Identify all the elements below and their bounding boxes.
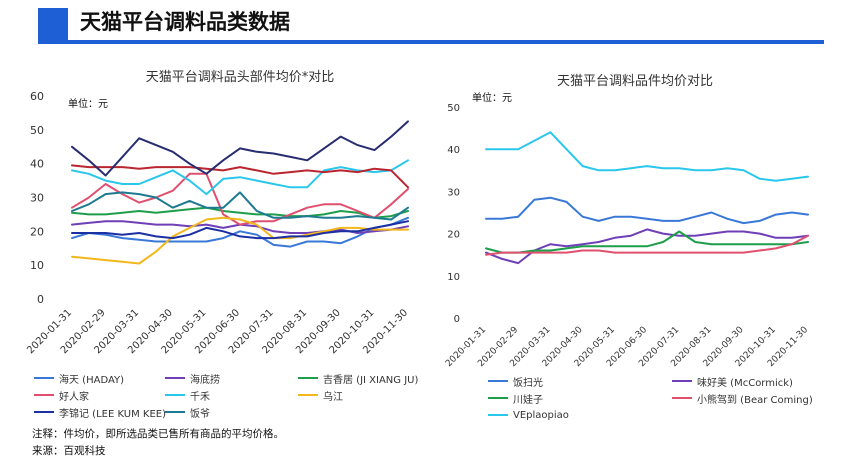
y-tick-label: 0: [454, 314, 460, 325]
y-tick-label: 10: [30, 259, 44, 272]
legend-item: 乌江: [298, 388, 343, 403]
series-line-1: [71, 216, 409, 248]
left-chart-title: 天猫平台调料品头部件均价*对比: [145, 70, 335, 85]
source-line: 来源：百观科技: [32, 445, 106, 457]
legend-label: 千禾: [190, 391, 210, 403]
series-line-2: [485, 228, 809, 265]
series-line-4: [71, 172, 409, 226]
legend-label: 味好美 (McCormick): [697, 377, 793, 389]
header-underline: [38, 40, 824, 44]
legend-swatch: [34, 394, 54, 396]
legend-label: VEplaopiao: [513, 409, 569, 421]
legend-item: 小熊驾到 (Bear Coming): [672, 391, 813, 406]
series-line-3: [485, 230, 809, 254]
legend-swatch: [488, 380, 508, 382]
legend-swatch: [298, 394, 318, 396]
left-chart-unit: 单位：元: [68, 99, 108, 110]
right-chart-unit: 单位：元: [472, 93, 512, 104]
legend-item: VEplaopiao: [488, 408, 569, 422]
legend-swatch: [165, 394, 185, 396]
legend-label: 川娃子: [513, 394, 543, 406]
series-line-5: [71, 159, 409, 196]
y-tick-label: 30: [30, 192, 44, 205]
legend-swatch: [672, 380, 692, 382]
legend-swatch: [34, 411, 54, 413]
legend-item: 饭扫光: [488, 374, 543, 389]
legend-label: 饭扫光: [513, 377, 543, 389]
legend-label: 海天 (HADAY): [59, 374, 125, 386]
header-accent-block: [38, 8, 68, 42]
series-line-1: [485, 196, 809, 225]
legend-item: 千禾: [165, 388, 210, 403]
series-line-6: [71, 216, 409, 265]
legend-label: 小熊驾到 (Bear Coming): [697, 394, 813, 406]
series-line-7: [71, 220, 409, 240]
legend-swatch: [165, 411, 185, 413]
legend-item: 李锦记 (LEE KUM KEE): [34, 405, 166, 420]
legend-swatch: [672, 397, 692, 399]
legend-item: 饭爷: [165, 405, 210, 420]
legend-label: 饭爷: [190, 408, 210, 420]
series-line-5: [485, 131, 809, 182]
footnote: 注释：件均价，即所选品类已售所有商品的平均价格。: [32, 428, 284, 440]
y-tick-label: 40: [447, 145, 460, 156]
legend-item: 吉香居 (JI XIANG JU): [298, 371, 419, 386]
y-tick-label: 30: [447, 187, 460, 198]
legend-item: 海天 (HADAY): [34, 371, 125, 386]
series-line-3: [71, 206, 409, 219]
y-tick-label: 50: [447, 103, 460, 114]
legend-item: 味好美 (McCormick): [672, 374, 793, 389]
series-line-4: [485, 234, 809, 256]
legend-swatch: [165, 377, 185, 379]
legend-swatch: [488, 397, 508, 399]
y-tick-label: 0: [37, 293, 44, 306]
series-line-10: [71, 120, 409, 177]
y-tick-label: 20: [447, 230, 460, 241]
y-tick-label: 60: [30, 90, 44, 103]
legend-label: 乌江: [323, 391, 343, 403]
legend-label: 好人家: [59, 391, 89, 403]
y-tick-label: 40: [30, 158, 44, 171]
legend-swatch: [488, 414, 508, 416]
legend-swatch: [298, 377, 318, 379]
y-tick-label: 10: [447, 272, 460, 283]
legend-item: 海底捞: [165, 371, 220, 386]
page-title: 天猫平台调料品类数据: [80, 10, 290, 34]
series-line-9: [71, 164, 409, 189]
y-tick-label: 50: [30, 124, 44, 137]
legend-label: 李锦记 (LEE KUM KEE): [59, 408, 166, 420]
legend-item: 好人家: [34, 388, 89, 403]
legend-swatch: [34, 377, 54, 379]
series-line-8: [71, 191, 409, 221]
legend-item: 川娃子: [488, 391, 543, 406]
legend-label: 吉香居 (JI XIANG JU): [323, 374, 419, 386]
legend-label: 海底捞: [190, 374, 220, 386]
right-chart-title: 天猫平台调料品件均价对比: [556, 74, 713, 89]
y-tick-label: 20: [30, 225, 44, 238]
